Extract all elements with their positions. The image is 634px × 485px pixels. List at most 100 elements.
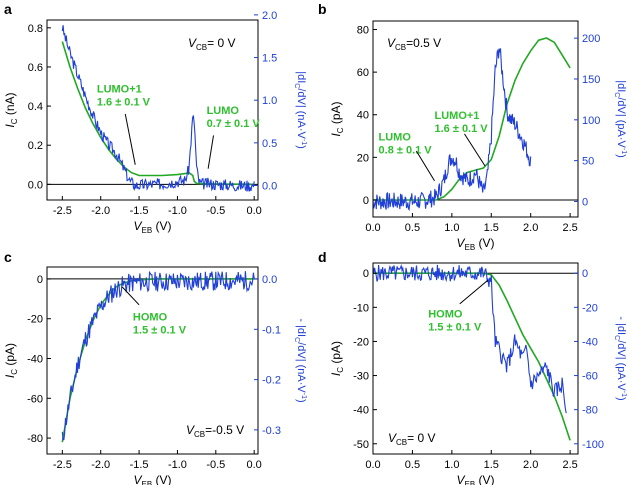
y-tick-label: 0 xyxy=(363,195,369,207)
x-tick-label: 0.0 xyxy=(247,205,262,217)
condition-label: VCB=-0.5 V xyxy=(186,423,244,439)
y-tick-label: 20 xyxy=(357,152,369,164)
x-tick-label: -2.0 xyxy=(91,459,110,471)
condition-label: VCB= 0 V xyxy=(388,431,436,447)
x-tick-label: 1.5 xyxy=(484,222,499,234)
annotation-leader xyxy=(459,279,489,305)
y-tick-label: 80 xyxy=(357,25,369,37)
y2-tick-label: -80 xyxy=(582,405,598,417)
y2-tick-label: -20 xyxy=(582,302,598,314)
annotation-label: LUMO xyxy=(379,131,412,143)
y2-axis-label: - |dIC/dV| (nA·V-1) xyxy=(293,318,307,402)
y-tick-label: 0.6 xyxy=(28,62,43,74)
annotation-label: 1.6 ± 0.1 V xyxy=(435,123,489,135)
y-tick-label: 60 xyxy=(357,67,369,79)
y2-tick-label: 0 xyxy=(582,268,588,280)
y-tick-label: 0 xyxy=(37,274,43,286)
y2-tick-label: 2.0 xyxy=(262,10,277,22)
y-tick-label: 0.2 xyxy=(28,140,43,152)
x-axis-label: VEB (V) xyxy=(133,473,171,485)
x-tick-label: 0.5 xyxy=(405,222,420,234)
y-axis-label: IC (pA) xyxy=(329,341,345,376)
panel-c: c -2.5 -2.0 -1.5 -1.0 -0.5 0.0 0 -20 -40 -60 -80 0.0… xyxy=(3,249,307,485)
annotation-leader xyxy=(207,135,214,169)
y-tick-label: -20 xyxy=(27,314,43,326)
x-tick-label: 2.5 xyxy=(562,459,577,471)
y-tick-label: 0.8 xyxy=(28,23,43,35)
y-tick-label: -10 xyxy=(353,302,369,314)
series-derivative-line xyxy=(61,25,255,192)
annotation-leader xyxy=(415,150,435,182)
x-tick-label: -1.5 xyxy=(130,205,149,217)
y2-tick-label: -0.3 xyxy=(262,425,281,437)
y2-tick-label: 1.0 xyxy=(262,95,277,107)
panel-a: a -2.5 -2.0 -1.5 -1.0 -0.5 0.0 0.0 0.2 0.4 0.6 0.8 0… xyxy=(3,1,307,235)
y-axis-label: IC (pA) xyxy=(3,343,19,378)
x-tick-label: 1.0 xyxy=(444,222,459,234)
x-tick-label: -1.5 xyxy=(130,459,149,471)
x-axis-label: VEB (V) xyxy=(456,473,494,485)
y-tick-label: -60 xyxy=(27,393,43,405)
y2-tick-label: -0.1 xyxy=(262,324,281,336)
y-axis-label: IC (nA) xyxy=(3,92,19,127)
x-tick-label: -0.5 xyxy=(206,459,225,471)
x-tick-label: 2.5 xyxy=(562,222,577,234)
y2-tick-label: 100 xyxy=(582,115,600,127)
series-current-line xyxy=(61,278,255,443)
plot-frame xyxy=(46,266,259,455)
plot-frame xyxy=(46,19,259,201)
annotation-label: LUMO xyxy=(207,105,240,117)
x-tick-label: -2.5 xyxy=(53,205,72,217)
annotation-label: 0.8 ± 0.1 V xyxy=(379,144,433,156)
y2-tick-label: -60 xyxy=(582,371,598,383)
y-tick-label: -40 xyxy=(27,354,43,366)
annotation-leader xyxy=(124,113,136,165)
condition-label: VCB=0.5 V xyxy=(387,36,441,52)
annotation-label: HOMO xyxy=(428,309,463,321)
annotation-label: LUMO+1 xyxy=(97,83,142,95)
plot-frame xyxy=(372,262,579,455)
series-derivative-line xyxy=(61,270,255,441)
annotation-label: HOMO xyxy=(133,312,168,324)
y2-tick-label: 0.5 xyxy=(262,138,277,150)
annotation-leader xyxy=(121,286,140,306)
series-current-line xyxy=(61,41,255,186)
annotation-label: 1.5 ± 0.1 V xyxy=(428,322,482,334)
y2-tick-label: -100 xyxy=(582,439,604,451)
y-tick-label: -20 xyxy=(353,336,369,348)
y-tick-label: -30 xyxy=(353,371,369,383)
y-tick-label: 0 xyxy=(363,268,369,280)
x-tick-label: 2.0 xyxy=(523,222,538,234)
y-tick-label: -50 xyxy=(353,439,369,451)
y-axis-label: IC (pA) xyxy=(329,101,345,136)
x-tick-label: 0.5 xyxy=(405,459,420,471)
y-tick-label: 0.4 xyxy=(28,101,43,113)
y-tick-label: 40 xyxy=(357,110,369,122)
y2-tick-label: 200 xyxy=(582,33,600,45)
annotation-leader xyxy=(464,133,486,167)
x-tick-label: 1.5 xyxy=(484,459,499,471)
y-tick-label: -80 xyxy=(27,433,43,445)
y2-tick-label: -40 xyxy=(582,336,598,348)
y2-tick-label: 0 xyxy=(582,196,588,208)
series-derivative-line xyxy=(372,263,567,414)
y2-tick-label: -0.2 xyxy=(262,375,281,387)
panel-letter: a xyxy=(4,1,12,17)
panel-letter: c xyxy=(4,249,12,265)
y2-axis-label: |dIC/dV| (nA·V-1) xyxy=(293,71,307,149)
series-current-line xyxy=(373,272,571,441)
x-tick-label: 1.0 xyxy=(444,459,459,471)
y-tick-label: 0.0 xyxy=(28,179,43,191)
annotation-label: 0.7 ± 0.1 V xyxy=(207,118,261,130)
series-current-line xyxy=(373,37,571,201)
x-tick-label: 2.0 xyxy=(523,459,538,471)
x-tick-label: -0.5 xyxy=(206,205,225,217)
condition-label: VCB= 0 V xyxy=(188,36,236,52)
panel-d: d 0.0 0.5 1.0 1.5 2.0 2.5 0 -10 -20 -30 -40 -50 0 -20 -… xyxy=(318,249,627,485)
x-tick-label: -1.0 xyxy=(168,205,187,217)
y2-tick-label: 1.5 xyxy=(262,53,277,65)
series-derivative-line xyxy=(372,48,532,212)
x-tick-label: 0.0 xyxy=(365,222,380,234)
plot-frame xyxy=(372,20,579,218)
